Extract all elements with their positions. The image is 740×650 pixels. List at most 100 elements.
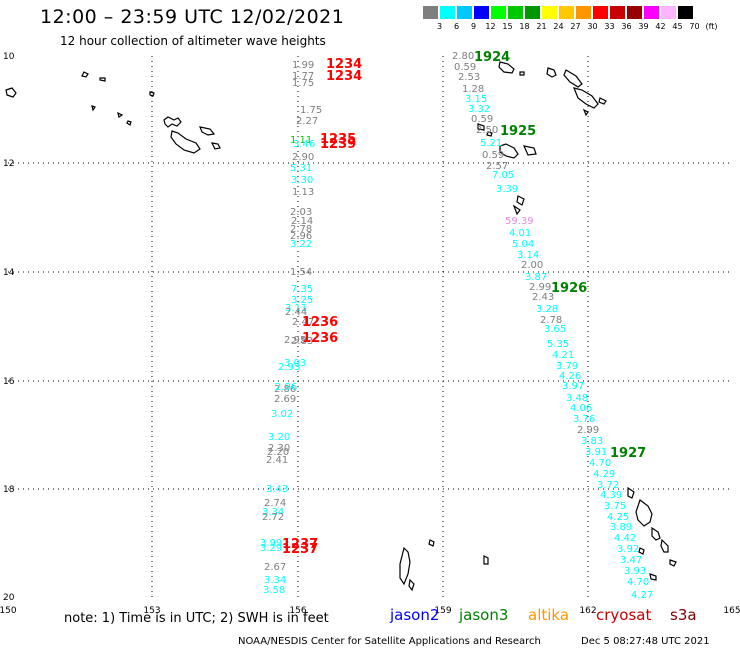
page-title: 12:00 – 23:59 UTC 12/02/2021 [40,6,345,28]
wave-height-value: 3.03 [284,358,306,369]
wave-height-value: 3.92 [617,544,639,555]
wave-height-value: 3.83 [581,436,603,447]
wave-height-value: 2.44 [285,307,307,318]
wave-height-value: 3.76 [573,414,595,425]
wave-height-value: 3.89 [610,522,632,533]
longitude-label: 165 [723,606,740,616]
wave-height-value: 3.22 [290,239,312,250]
wave-height-value: 3.99 [260,538,282,549]
coastlines [5,61,677,592]
color-scale-label: 24 [553,22,564,31]
wave-height-value: 4.26 [559,371,581,382]
color-scale-label: 27 [570,22,581,31]
wave-height-value: 1.75 [300,105,322,116]
wave-height-value: 3.91 [585,447,607,458]
wave-height-value: 2.47 [292,317,314,328]
wave-height-value: 2.57 [486,161,508,172]
color-scale-label: 30 [587,22,598,31]
wave-height-value: 0.59 [471,114,493,125]
island-coastline [126,120,221,150]
satellite-legend-jason3: jason3 [459,606,509,624]
wave-height-value: 2.99 [577,425,599,436]
pass-time-label: 1926 [551,281,587,296]
wave-height-value: 5.04 [512,239,534,250]
longitude-label: 153 [143,606,160,616]
color-scale-label: 9 [470,22,477,31]
color-scale-swatch [660,5,677,20]
color-scale-label: 42 [655,22,666,31]
wave-height-value: 2.96 [290,231,312,242]
wave-height-value: 2.50 [476,125,498,136]
island-coastline [627,486,653,527]
wave-height-value: 5.35 [547,339,569,350]
wave-height-value: 3.79 [556,361,578,372]
color-scale-swatch [541,5,558,20]
pass-time-label: 1234 [326,57,362,72]
wave-height-value: 4.06 [570,403,592,414]
color-scale-swatch [626,5,643,20]
color-scale-swatch [575,5,592,20]
wave-height-value: 4.70 [589,458,611,469]
wave-height-value: 4.29 [593,469,615,480]
wave-height-value: 4.42 [614,533,636,544]
longitude-label: 159 [434,606,451,616]
wave-height-value: 59.39 [505,216,534,227]
wave-height-value: 3.72 [597,480,619,491]
wave-height-value: 3.34 [264,575,286,586]
island-coastline [638,547,657,581]
wave-height-value: 2.27 [296,116,318,127]
wave-height-value: 3.34 [262,507,284,518]
color-scale-label: 6 [453,22,460,31]
wave-height-value: 2.96 [275,382,297,393]
wave-height-value: 4.01 [509,228,531,239]
wave-height-value: 3.46 [293,139,315,150]
latitude-label: 16 [3,377,15,387]
track-value-labels: 1.991.771.751.752.271.113.462.905.313.30… [260,50,653,601]
wave-height-color-scale [422,5,694,21]
satellite-legend-jason2: jason2 [390,606,440,624]
island-coastline [512,145,537,216]
color-scale-swatch [507,5,524,20]
wave-height-value: 3.65 [544,324,566,335]
wave-height-value: 1.99 [292,60,314,71]
color-scale-swatch [473,5,490,20]
wave-height-value: 4.39 [600,490,622,501]
wave-height-value: 3.48 [566,393,588,404]
wave-height-value: 1.13 [292,187,314,198]
color-scale-swatch [524,5,541,20]
color-scale-label: (ft) [705,22,718,31]
wave-height-value: 1.28 [462,84,484,95]
wave-height-value: 7.35 [291,284,313,295]
wave-height-value: 2.20 [267,447,289,458]
footnote: note: 1) Time is in UTC; 2) SWH is in fe… [64,611,329,626]
lat-lon-grid: 10 12 14 16 18 20 150 153 156 159 162 165 [0,52,740,616]
island-coastline [81,71,155,97]
wave-height-value: 3.28 [536,304,558,315]
wave-height-value: 7.05 [492,170,514,181]
color-scale-label: 36 [621,22,632,31]
wave-height-value: 2.90 [292,152,314,163]
wave-height-value: 2.03 [290,207,312,218]
wave-height-value: 3.75 [604,501,626,512]
satellite-legend-s3a: s3a [670,606,697,624]
pass-time-label: 1237 [282,542,318,557]
wave-height-value: 3.43 [266,484,288,495]
wave-height-value: 1.77 [292,71,314,82]
wave-height-value: 4.25 [607,512,629,523]
wave-height-value: 3.47 [620,555,642,566]
latitude-label: 14 [3,268,15,278]
longitude-label: 150 [0,606,17,616]
color-scale-label: 70 [689,22,700,31]
wave-height-value: 3.29 [260,543,282,554]
wave-height-value: 3.30 [291,175,313,186]
wave-height-value: 2.69 [274,394,296,405]
satellite-legend-cryosat: cryosat [596,606,652,624]
wave-height-value: 0.59 [482,150,504,161]
pass-time-label: 1925 [500,124,536,139]
color-scale-label: 39 [638,22,649,31]
wave-height-value: 1.11 [290,135,312,146]
pass-time-label: 1236 [302,315,338,330]
island-coastline [498,61,525,76]
wave-height-value: 2.43 [532,292,554,303]
